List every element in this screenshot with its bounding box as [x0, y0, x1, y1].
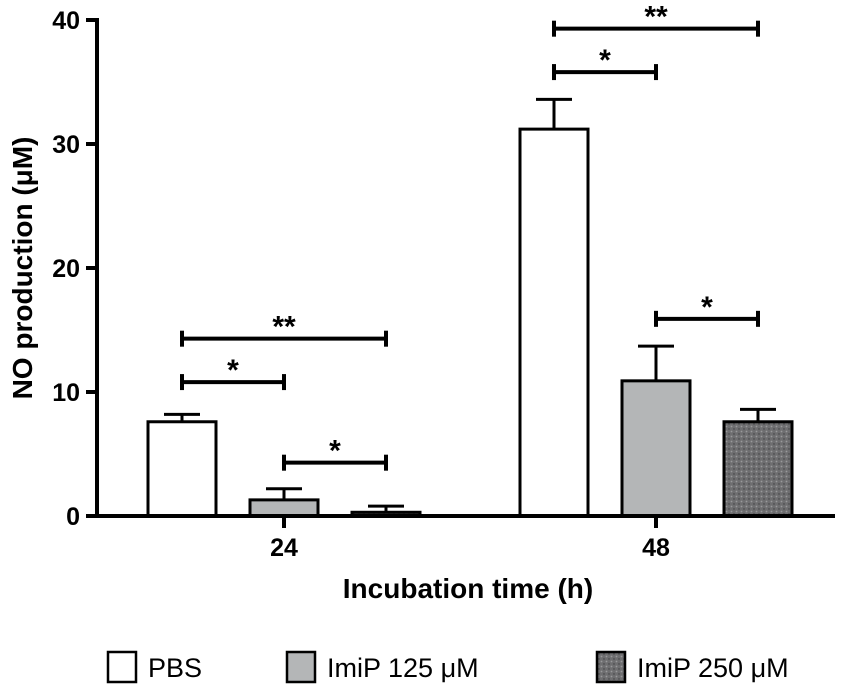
significance-bracket: *: [654, 291, 760, 327]
y-tick-label: 40: [52, 7, 80, 35]
bar-3-48: [722, 420, 794, 518]
bar-2-24: [248, 498, 320, 518]
y-axis-title: NO production (μM): [7, 137, 38, 400]
legend-label: ImiP 125 μM: [327, 653, 479, 683]
significance-label: **: [644, 1, 668, 34]
y-tick-label: 30: [52, 131, 80, 159]
significance-bracket: **: [552, 1, 760, 37]
legend-item-2: ImiP 125 μM: [285, 650, 479, 684]
significance-bracket: *: [552, 44, 658, 81]
bar-1-48: [518, 127, 590, 518]
significance-bracket: *: [180, 354, 286, 391]
legend-swatch: [285, 650, 317, 684]
x-tick-label: 48: [642, 534, 670, 562]
y-tick-label: 10: [52, 379, 80, 407]
legend: PBS ImiP 125 μM ImiP 250 μM: [106, 650, 789, 684]
legend-label: PBS: [148, 653, 202, 683]
legend-swatch: [595, 650, 627, 684]
legend-label: ImiP 250 μM: [637, 653, 789, 683]
significance-layer: ********: [180, 1, 760, 471]
y-tick-label: 20: [52, 255, 80, 283]
significance-label: **: [272, 311, 296, 344]
bars-layer: [146, 127, 794, 518]
bar-1-24: [146, 420, 218, 518]
bar-2-48: [620, 379, 692, 518]
legend-item-1: PBS: [106, 650, 202, 684]
x-axis: 24 48: [95, 514, 835, 562]
x-axis-title: Incubation time (h): [343, 573, 593, 604]
significance-label: *: [227, 354, 239, 387]
significance-bracket: **: [180, 311, 388, 347]
y-ticks: 0 10 20 30 40: [52, 7, 97, 531]
significance-label: *: [329, 435, 341, 468]
y-axis: 0 10 20 30 40: [52, 7, 99, 531]
legend-item-3: ImiP 250 μM: [595, 650, 789, 684]
y-tick-label: 0: [66, 503, 80, 531]
x-tick-label: 24: [270, 534, 298, 562]
significance-label: *: [701, 291, 713, 324]
significance-bracket: *: [282, 435, 388, 471]
error-bars-layer: [164, 97, 776, 513]
significance-label: *: [599, 44, 611, 77]
x-ticks: 24 48: [270, 516, 670, 562]
legend-swatch: [106, 650, 138, 684]
